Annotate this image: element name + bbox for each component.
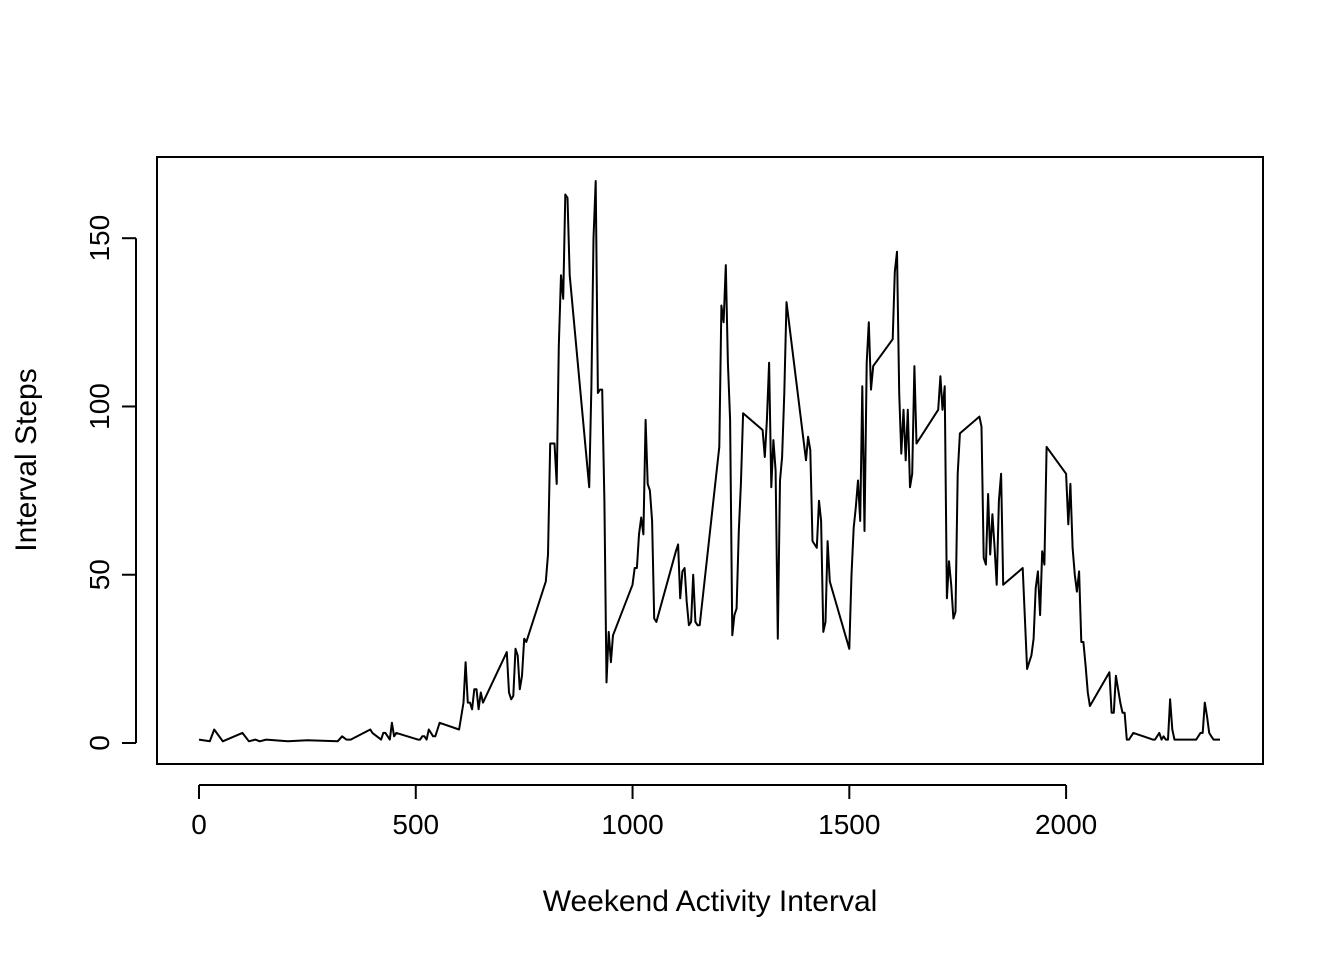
y-tick-label: 100 — [84, 383, 115, 430]
x-tick-label: 1500 — [818, 809, 880, 840]
y-axis-title: Interval Steps — [10, 368, 43, 551]
plot-area — [156, 156, 1264, 765]
x-tick-label: 0 — [191, 809, 207, 840]
series-layer — [198, 180, 1220, 743]
x-tick-label: 1000 — [601, 809, 663, 840]
x-tick-label: 2000 — [1035, 809, 1097, 840]
y-tick-label: 0 — [84, 735, 115, 751]
y-axis: 0 50 100 150 — [84, 215, 137, 751]
x-tick-label: 500 — [392, 809, 439, 840]
x-axis: 0 500 1000 1500 2000 — [191, 784, 1097, 840]
series-line-0 — [198, 180, 1220, 743]
y-tick-label: 150 — [84, 215, 115, 262]
y-tick-label: 50 — [84, 559, 115, 590]
x-axis-title: Weekend Activity Interval — [543, 885, 878, 918]
plot-frame — [156, 156, 1264, 765]
